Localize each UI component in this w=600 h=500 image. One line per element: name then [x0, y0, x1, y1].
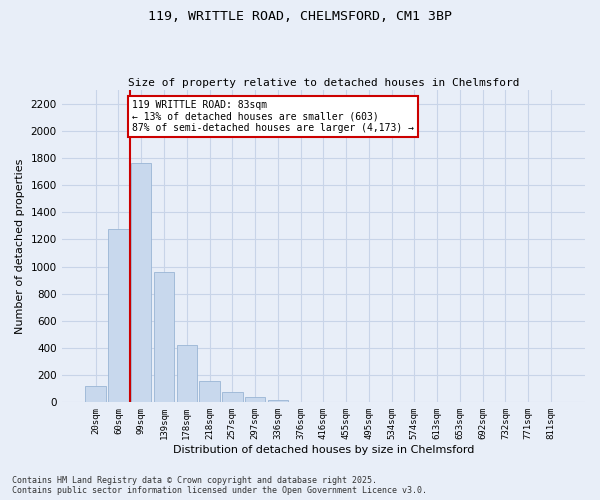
- Text: Contains HM Land Registry data © Crown copyright and database right 2025.
Contai: Contains HM Land Registry data © Crown c…: [12, 476, 427, 495]
- Text: 119 WRITTLE ROAD: 83sqm
← 13% of detached houses are smaller (603)
87% of semi-d: 119 WRITTLE ROAD: 83sqm ← 13% of detache…: [132, 100, 414, 133]
- Title: Size of property relative to detached houses in Chelmsford: Size of property relative to detached ho…: [128, 78, 519, 88]
- Bar: [85, 386, 106, 402]
- Bar: [176, 346, 197, 403]
- X-axis label: Distribution of detached houses by size in Chelmsford: Distribution of detached houses by size …: [173, 445, 474, 455]
- Bar: [131, 164, 151, 402]
- Text: 119, WRITTLE ROAD, CHELMSFORD, CM1 3BP: 119, WRITTLE ROAD, CHELMSFORD, CM1 3BP: [148, 10, 452, 23]
- Bar: [199, 382, 220, 402]
- Bar: [245, 397, 265, 402]
- Bar: [154, 272, 174, 402]
- Bar: [108, 228, 129, 402]
- Y-axis label: Number of detached properties: Number of detached properties: [15, 158, 25, 334]
- Bar: [222, 392, 242, 402]
- Bar: [268, 400, 288, 402]
